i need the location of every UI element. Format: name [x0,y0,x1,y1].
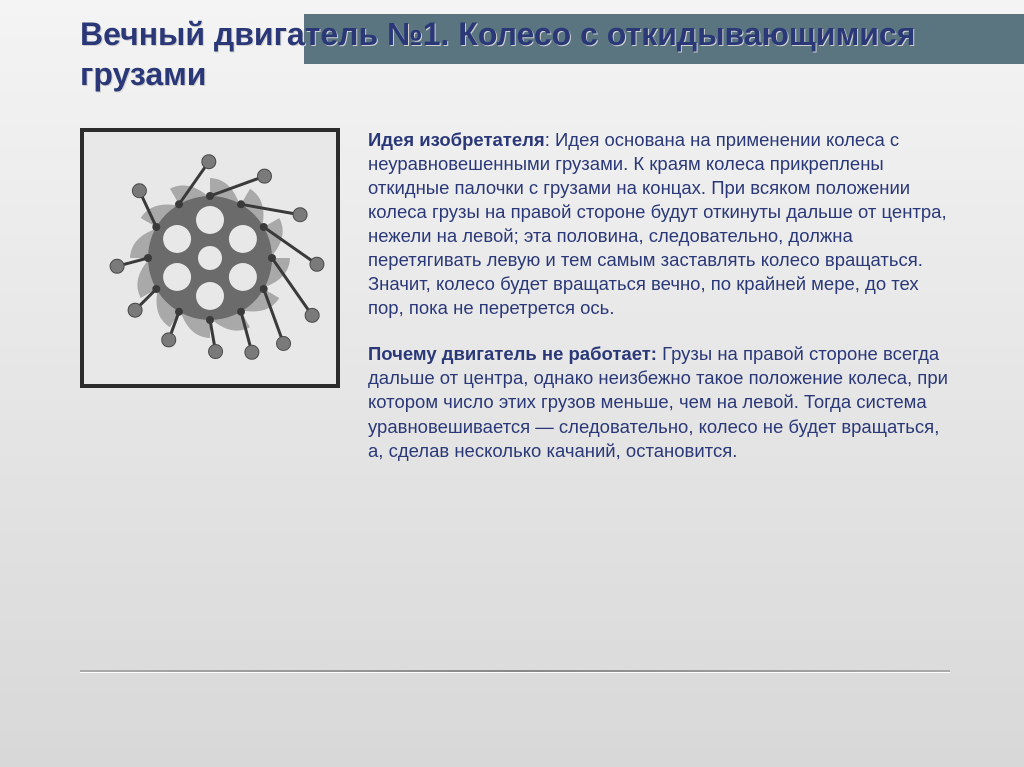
paragraph-why: Почему двигатель не работает: Грузы на п… [368,342,950,462]
footer-divider [80,670,950,672]
wheel-diagram [86,134,334,382]
text-column: Идея изобретателя: Идея основана на прим… [368,128,950,485]
why-label: Почему двигатель не работает: [368,343,657,364]
content-row: Идея изобретателя: Идея основана на прим… [80,128,950,485]
paragraph-idea: Идея изобретателя: Идея основана на прим… [368,128,950,320]
page-title: Вечный двигатель №1. Колесо с откидывающ… [80,14,940,94]
idea-label: Идея изобретателя [368,129,545,150]
diagram-frame [80,128,340,388]
idea-text: : Идея основана на применении колеса с н… [368,129,947,318]
